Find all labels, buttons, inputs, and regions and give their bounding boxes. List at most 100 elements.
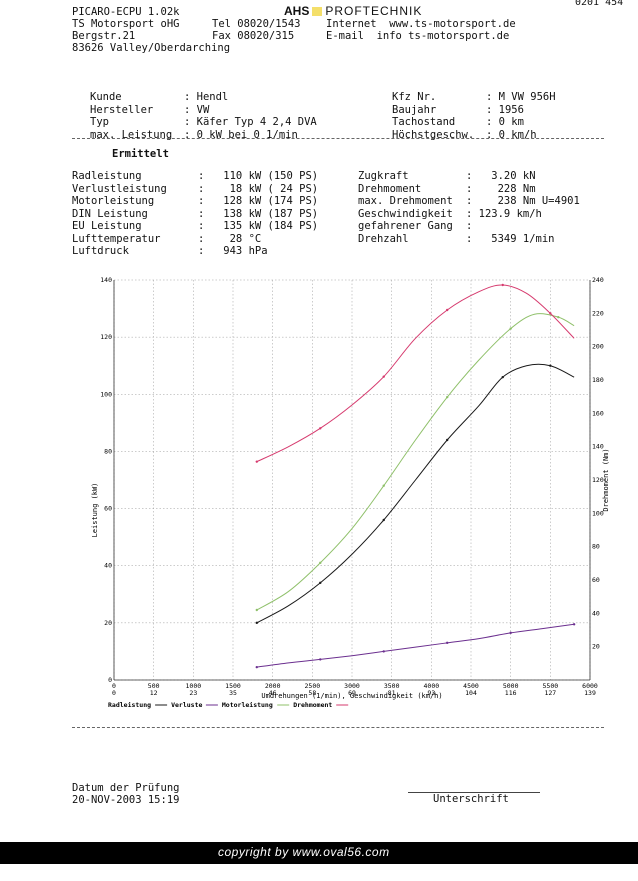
dyno-chart: 0050012100023150035200046250058300069350… [91,276,610,709]
y-right-tick-label: 160 [592,409,604,417]
data-point-drehmoment [255,460,258,463]
data-point-verluste [319,658,322,661]
data-point-drehmoment [382,375,385,378]
result-field-label: Verlustleistung [72,182,167,195]
data-point-drehmoment [446,308,449,312]
y-right-tick-label: 180 [592,376,604,384]
x-tick-label: 500 [148,682,160,690]
signature-label: Unterschrift [433,793,509,805]
result-field-value: : 28 °C [198,232,262,245]
series-line-radleistung [256,363,575,624]
result-field-value: : 3.20 kN [466,170,536,182]
result-field-label: max. Drehmoment [358,195,453,207]
result-field-value: : 123.9 km/h [466,207,542,220]
vehicle-field-value: : VW [184,103,210,116]
vehicle-field-row: Kfz Nr. : M VW 956H [392,91,556,104]
data-point-radleistung [501,375,504,379]
result-field-row: Radleistung: 110 kW (150 PS) [72,170,318,183]
result-field-value: : 18 kW ( 24 PS) [198,182,319,195]
speed-tick-label: 46 [269,689,277,697]
result-field-label: EU Leistung [72,220,142,232]
x-tick-label: 4500 [463,682,479,690]
result-field-label: Zugkraft [358,170,409,182]
vehicle-field-label: Kfz Nr. [392,91,437,103]
speed-tick-label: 23 [189,689,197,697]
vehicle-field-row: Hersteller: VW [90,104,317,117]
x-tick-label: 6000 [582,682,598,690]
logo-left-text: AHS [284,4,310,18]
x-tick-label: 5500 [543,682,559,690]
x-tick-label: 3000 [344,682,360,690]
speed-tick-label: 12 [150,689,158,697]
x-tick-label: 2500 [305,682,321,690]
result-field-label: Luftdruck [72,245,129,257]
data-point-verluste [446,641,449,645]
data-point-motorleistung [446,395,449,399]
chart-ticks: 0050012100023150035200046250058300069350… [100,276,604,697]
section-title: Ermittelt [112,148,169,160]
result-field-label: DIN Leistung [72,207,148,220]
data-point-radleistung [255,621,258,625]
date-label: Datum der Prüfung [72,782,180,794]
result-field-value: : 135 kW (184 PS) [198,220,319,232]
company-line-3: 83626 Valley/Oberdarching [72,42,231,54]
logo-right-text: PROFTECHNIK [325,4,423,18]
vehicle-field-row: Höchstgeschw.: 0 km/h [392,129,556,142]
data-point-motorleistung [557,315,560,319]
x-tick-label: 2000 [265,682,281,690]
y-right-tick-label: 140 [592,443,604,451]
data-point-radleistung [549,364,552,367]
vehicle-field-value: : M VW 956H [486,91,556,103]
data-point-verluste [572,623,576,626]
y-right-tick-label: 220 [592,309,604,317]
data-point-drehmoment [549,312,552,315]
result-field-value: : 5349 1/min [466,232,555,245]
y-right-tick-label: 120 [592,476,604,484]
result-field-row: Lufttemperatur : 28 °C [72,233,318,246]
result-field-value: : 943 hPa [198,245,268,257]
result-field-row: Drehzahl: 5349 1/min [358,233,580,246]
y-left-tick-label: 20 [104,619,112,627]
divider-bottom [72,727,604,728]
x-axis-label: Umdrehungen (1/min), Geschwindigkeit (km… [261,692,442,700]
chart-grid [113,279,591,681]
result-field-value: : 228 Nm [466,182,536,195]
vehicle-field-value: : 0 km/h [486,128,537,141]
company-line-2: Bergstr.21 [72,30,136,42]
legend-label-verluste: Verluste [171,701,202,709]
data-point-drehmoment [319,427,322,430]
speed-tick-label: 58 [308,689,316,697]
result-field-label: Radleistung [72,170,142,182]
y-axis-right-label: Drehmoment (Nm) [602,448,610,511]
vehicle-field-label: Baujahr [392,103,437,116]
date-value: 20-NOV-2003 15:19 [72,794,180,806]
result-field-label: Lufttemperatur [72,232,161,245]
y-right-tick-label: 80 [592,543,600,551]
company-line-1: TS Motorsport oHG [72,18,180,30]
x-tick-label: 1500 [225,682,241,690]
y-left-tick-label: 0 [108,676,112,684]
chart-axes [113,280,591,681]
vehicle-field-row: Tachostand : 0 km [392,116,556,129]
result-field-row: EU Leistung : 135 kW (184 PS) [72,220,318,233]
x-tick-label: 5000 [503,682,519,690]
speed-tick-label: 93 [427,689,435,697]
y-right-tick-label: 200 [592,343,604,351]
speed-tick-label: 35 [229,689,237,697]
result-field-value: : 128 kW (174 PS) [198,195,319,207]
result-field-value: : 138 kW (187 PS) [198,207,319,220]
y-right-tick-label: 20 [592,643,600,651]
vehicle-field-value: : Hendl [184,91,229,103]
vehicle-field-label: Tachostand [392,116,456,128]
y-right-tick-label: 60 [592,576,600,584]
company-fax: Fax 08020/315 [212,30,295,42]
y-right-tick-label: 240 [592,276,604,284]
document-code: 0201 454 [575,0,624,8]
vehicle-field-row: max. Leistung: 0 kW bei 0 1/min [90,129,317,142]
result-field-row: Drehmoment: 228 Nm [358,183,580,196]
vehicle-field-value: : 0 kW bei 0 1/min [184,128,298,141]
vehicle-field-value: : 0 km [486,116,524,128]
data-point-verluste [255,665,258,669]
y-left-tick-label: 80 [104,447,112,455]
result-field-label: Motorleistung [72,195,155,207]
